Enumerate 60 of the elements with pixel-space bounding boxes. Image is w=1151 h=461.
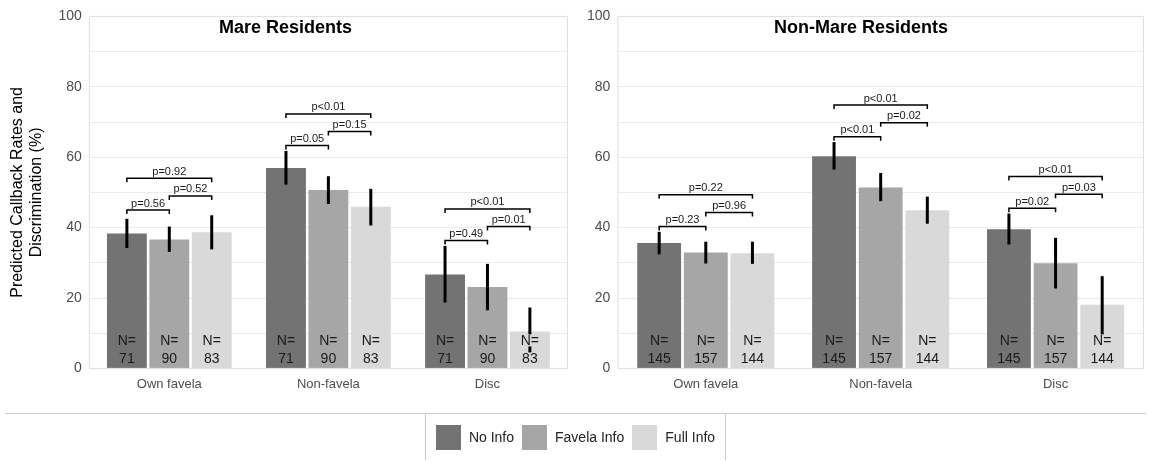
annotation: p<0.01 — [863, 91, 898, 104]
y-tick-label: 20 — [594, 288, 611, 305]
y-tick-label: 60 — [66, 148, 82, 165]
annotation: p=0.02 — [887, 109, 921, 122]
y-tick-label: 80 — [594, 77, 611, 94]
y-tick-label: 40 — [66, 218, 82, 235]
annotation: N= 144 — [1090, 332, 1115, 367]
annotation: p<0.01 — [470, 195, 505, 208]
annotation: N= 83 — [520, 332, 540, 367]
annotation: N= 157 — [1043, 332, 1068, 367]
annotation: N= 71 — [435, 332, 455, 367]
chart-title: Mare Residents — [218, 16, 353, 37]
annotation: N= 71 — [117, 332, 137, 367]
annotation: N= 83 — [202, 332, 221, 367]
x-tick-label: Non-favela — [849, 375, 913, 391]
annotation: p=0.15 — [332, 118, 367, 131]
annotation: p=0.52 — [173, 182, 208, 195]
annotation: N= 90 — [478, 332, 497, 367]
annotation: p=0.02 — [1015, 194, 1050, 207]
y-tick-label: 80 — [66, 77, 82, 94]
legend-label: Full Info — [665, 429, 716, 445]
annotation: N= 90 — [319, 332, 338, 367]
annotation: N= 144 — [915, 332, 940, 367]
annotation: p<0.01 — [840, 123, 875, 136]
annotation: p=0.56 — [131, 196, 166, 209]
annotation: p=0.22 — [688, 181, 723, 194]
annotation: N= 144 — [740, 332, 765, 367]
annotation: p=0.05 — [290, 132, 325, 145]
y-tick-label: 0 — [73, 359, 82, 376]
y-tick-label: 20 — [66, 288, 82, 305]
annotation: N= 145 — [997, 332, 1021, 367]
x-tick-label: Own favela — [673, 375, 740, 391]
y-tick-label: 40 — [594, 218, 611, 235]
annotation: p=0.49 — [449, 227, 484, 240]
chart-title: Non-Mare Residents — [773, 16, 949, 37]
x-tick-label: Disc — [1042, 375, 1069, 391]
annotation: p=0.23 — [665, 213, 700, 226]
annotation: p<0.01 — [311, 100, 346, 113]
y-tick-label: 100 — [58, 7, 82, 24]
x-tick-label: Disc — [474, 375, 501, 391]
annotation: p=0.96 — [712, 199, 747, 211]
annotation: p=0.01 — [491, 213, 526, 226]
annotation: N= 90 — [160, 332, 179, 367]
annotation: N= 145 — [647, 332, 672, 367]
annotation: N= 71 — [276, 332, 296, 367]
annotation: N= 83 — [361, 332, 380, 367]
y-tick-label: 0 — [602, 359, 611, 376]
legend-label: No Info — [468, 429, 515, 445]
annotation: p=0.03 — [1061, 180, 1096, 193]
x-tick-label: Own favela — [136, 375, 203, 391]
y-tick-label: 60 — [594, 148, 611, 165]
y-tick-label: 100 — [587, 7, 611, 24]
annotation: p=0.92 — [152, 164, 187, 177]
annotation: N= 145 — [822, 332, 846, 367]
annotation: p<0.01 — [1038, 163, 1073, 176]
x-tick-label: Non-favela — [296, 375, 361, 391]
legend-label: Favela Info — [555, 429, 625, 445]
annotation: N= 157 — [869, 332, 893, 367]
annotation: N= 157 — [694, 332, 718, 367]
y-axis-title: Predicted Callback Rates and Discrimination (%) — [8, 87, 45, 298]
